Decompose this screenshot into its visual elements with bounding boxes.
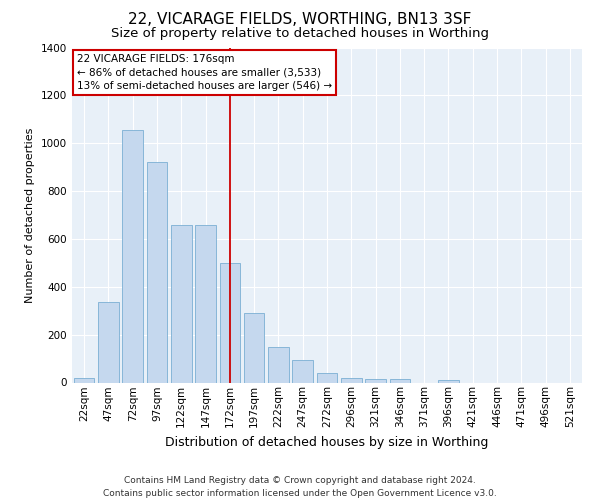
Y-axis label: Number of detached properties: Number of detached properties bbox=[25, 128, 35, 302]
Bar bbox=[292, 360, 313, 382]
Bar bbox=[341, 378, 362, 382]
Bar bbox=[171, 224, 191, 382]
Bar bbox=[146, 162, 167, 382]
Text: 22, VICARAGE FIELDS, WORTHING, BN13 3SF: 22, VICARAGE FIELDS, WORTHING, BN13 3SF bbox=[128, 12, 472, 28]
Text: 22 VICARAGE FIELDS: 176sqm
← 86% of detached houses are smaller (3,533)
13% of s: 22 VICARAGE FIELDS: 176sqm ← 86% of deta… bbox=[77, 54, 332, 90]
Bar bbox=[74, 378, 94, 382]
Bar bbox=[317, 373, 337, 382]
Bar bbox=[438, 380, 459, 382]
X-axis label: Distribution of detached houses by size in Worthing: Distribution of detached houses by size … bbox=[166, 436, 488, 448]
Bar bbox=[365, 379, 386, 382]
Bar bbox=[220, 263, 240, 382]
Bar bbox=[122, 130, 143, 382]
Bar bbox=[195, 224, 216, 382]
Bar bbox=[98, 302, 119, 382]
Bar bbox=[389, 379, 410, 382]
Bar bbox=[268, 346, 289, 382]
Text: Contains HM Land Registry data © Crown copyright and database right 2024.
Contai: Contains HM Land Registry data © Crown c… bbox=[103, 476, 497, 498]
Text: Size of property relative to detached houses in Worthing: Size of property relative to detached ho… bbox=[111, 28, 489, 40]
Bar bbox=[244, 313, 265, 382]
